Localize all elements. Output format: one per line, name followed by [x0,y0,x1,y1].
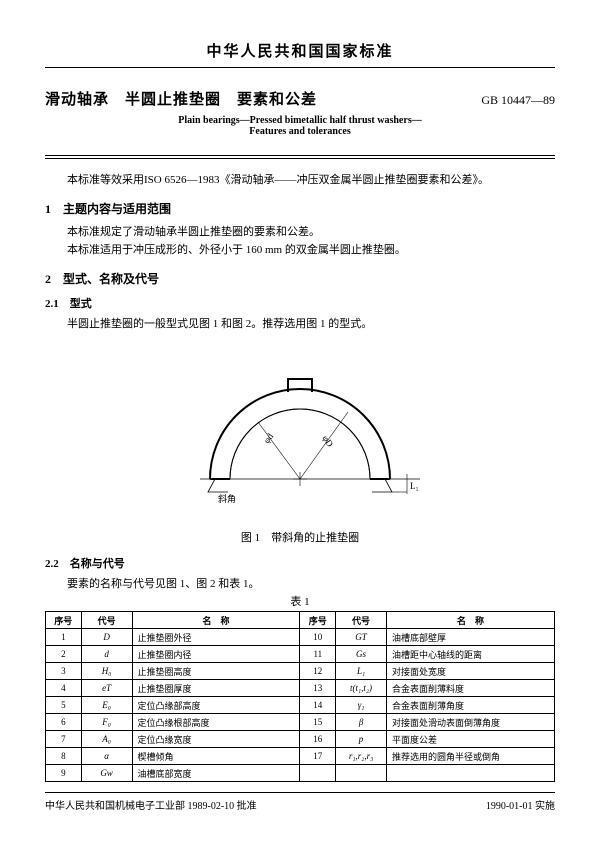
cell-name: 止推垫圈高度 [132,663,300,680]
cell-sym: E₀ [81,697,132,714]
national-standard-title: 中华人民共和国国家标准 [45,40,555,61]
cell-sym: r₁,r₂,r₃ [336,748,387,765]
table-row: 9Gw油槽底部宽度 [46,765,555,782]
cell-sym: Gs [336,646,387,663]
cell-sym: β [336,714,387,731]
th-name2: 名 称 [387,612,555,629]
cell-seq: 2 [46,646,82,663]
table-row: 8α楔槽倾角17r₁,r₂,r₃推荐选用的圆角半径或倒角 [46,748,555,765]
th-seq2: 序号 [300,612,336,629]
document-code: GB 10447—89 [481,93,555,108]
intro-paragraph: 本标准等效采用ISO 6526—1983《滑动轴承——冲压双金属半圆止推垫圈要素… [45,171,555,190]
cell-seq: 4 [46,680,82,697]
sec2-2-p: 要素的名称与代号见图 1、图 2 和表 1。 [45,575,555,594]
cell-seq: 3 [46,663,82,680]
figure-1-caption: 图 1 带斜角的止推垫圈 [45,529,555,545]
cell-seq: 15 [300,714,336,731]
table-1-caption: 表 1 [45,593,555,609]
cell-name: 油槽底部宽度 [132,765,300,782]
th-sym: 代号 [81,612,132,629]
double-rule [45,155,555,159]
cell-seq: 12 [300,663,336,680]
document-title-en-1: Plain bearings—Pressed bimetallic half t… [45,115,555,126]
cell-sym: Gw [81,765,132,782]
cell-name: 合金表面削薄角度 [387,697,555,714]
table-row: 4eT止推垫圈厚度13t(t₁,t₂)合金表面削薄料度 [46,680,555,697]
table-row: 3H₀止推垫圈高度12L₁对接面处宽度 [46,663,555,680]
cell-name: 油槽底部壁厚 [387,629,555,646]
cell-seq [300,765,336,782]
table-row: 7A₀定位凸缘宽度16p平面度公差 [46,731,555,748]
cell-name: 平面度公差 [387,731,555,748]
cell-sym: F₀ [81,714,132,731]
cell-sym: γ₁ [336,697,387,714]
cell-seq: 10 [300,629,336,646]
document-title-cn: 滑动轴承 半圆止推垫圈 要素和公差 [45,88,317,109]
footer-effective: 1990-01-01 实施 [486,797,555,812]
cell-seq: 11 [300,646,336,663]
table-row: 1D止推垫圈外径10GT油槽底部壁厚 [46,629,555,646]
fig-label-l1: L₁ [410,481,419,491]
cell-sym [336,765,387,782]
cell-sym: α [81,748,132,765]
cell-name: 止推垫圈内径 [132,646,300,663]
th-sym2: 代号 [336,612,387,629]
footer-approval: 中华人民共和国机械电子工业部 1989-02-10 批准 [45,797,257,812]
cell-seq: 14 [300,697,336,714]
cell-sym: GT [336,629,387,646]
cell-seq: 1 [46,629,82,646]
cell-sym: eT [81,680,132,697]
document-title-en-2: Features and tolerances [45,126,555,137]
cell-seq: 13 [300,680,336,697]
cell-sym: D [81,629,132,646]
cell-seq: 7 [46,731,82,748]
cell-seq: 9 [46,765,82,782]
cell-name: 定位凸缘部高度 [132,697,300,714]
cell-name: 止推垫圈厚度 [132,680,300,697]
cell-name: 合金表面削薄料度 [387,680,555,697]
table-row: 2d止推垫圈内径11Gs油槽距中心轴线的距离 [46,646,555,663]
cell-name: 楔槽倾角 [132,748,300,765]
section-2-heading: 2 型式、名称及代号 [45,270,555,287]
cell-name [387,765,555,782]
figure-1: φd φD L₁ 斜角 [45,344,555,519]
table-row: 5E₀定位凸缘部高度14γ₁合金表面削薄角度 [46,697,555,714]
cell-seq: 6 [46,714,82,731]
cell-sym: d [81,646,132,663]
section-1-heading: 1 主题内容与适用范围 [45,200,555,217]
cell-sym: p [336,731,387,748]
table-1: 序号 代号 名 称 序号 代号 名 称 1D止推垫圈外径10GT油槽底部壁厚2d… [45,611,555,782]
cell-seq: 16 [300,731,336,748]
cell-name: 止推垫圈外径 [132,629,300,646]
sec1-p1: 本标准规定了滑动轴承半圆止推垫圈的要素和公差。 [45,223,555,242]
cell-seq: 8 [46,748,82,765]
cell-name: 定位凸缘宽度 [132,731,300,748]
cell-sym: A₀ [81,731,132,748]
header-rule [45,67,555,68]
th-seq: 序号 [46,612,82,629]
table-header-row: 序号 代号 名 称 序号 代号 名 称 [46,612,555,629]
fig-label-angle: 斜角 [218,493,236,504]
cell-name: 对接面处宽度 [387,663,555,680]
cell-name: 定位凸缘根部高度 [132,714,300,731]
cell-sym: H₀ [81,663,132,680]
sec2-1-p: 半圆止推垫圈的一般型式见图 1 和图 2。推荐选用图 1 的型式。 [45,315,555,334]
sec1-p2: 本标准适用于冲压成形的、外径小于 160 mm 的双金属半圆止推垫圈。 [45,241,555,260]
cell-name: 油槽距中心轴线的距离 [387,646,555,663]
th-name: 名 称 [132,612,300,629]
fig-label-D: φD [320,433,335,449]
cell-seq: 17 [300,748,336,765]
cell-sym: t(t₁,t₂) [336,680,387,697]
cell-name: 推荐选用的圆角半径或倒角 [387,748,555,765]
section-2-2-heading: 2.2 名称与代号 [45,555,555,571]
table-row: 6F₀定位凸缘根部高度15β对接面处滑动表面倒薄角度 [46,714,555,731]
cell-sym: L₁ [336,663,387,680]
cell-name: 对接面处滑动表面倒薄角度 [387,714,555,731]
section-2-1-heading: 2.1 型式 [45,295,555,311]
cell-seq: 5 [46,697,82,714]
footer: 中华人民共和国机械电子工业部 1989-02-10 批准 1990-01-01 … [45,792,555,812]
